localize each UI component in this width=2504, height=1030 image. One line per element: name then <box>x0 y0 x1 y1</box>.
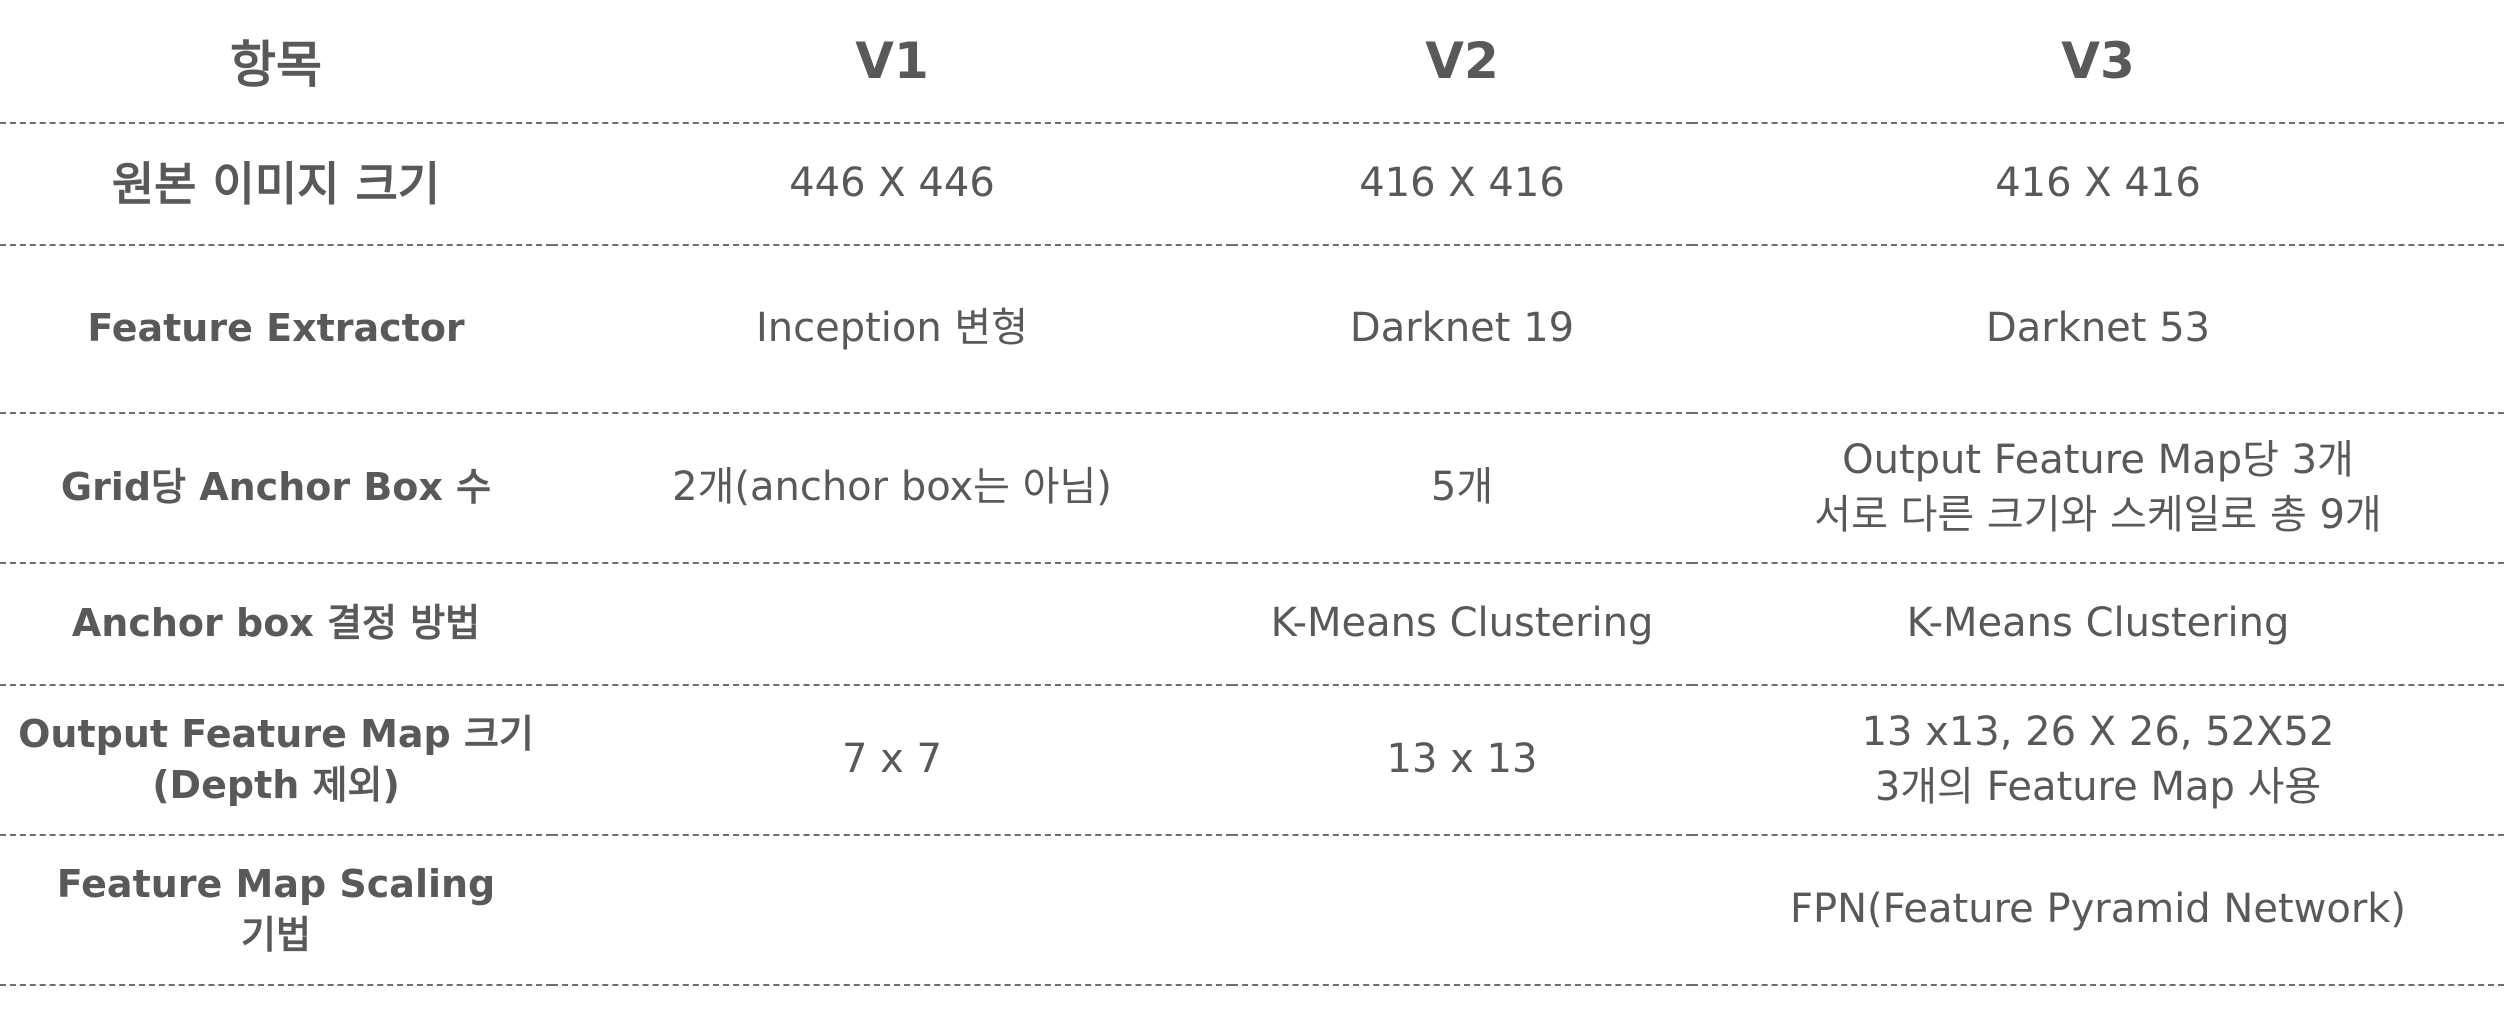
header-v2: V2 <box>1232 0 1692 124</box>
cell-v2: K-Means Clustering <box>1232 563 1692 686</box>
table-row: 원본 이미지 크기 446 X 446 416 X 416 416 X 416 <box>0 123 2504 246</box>
cell-v1: 7 x 7 <box>552 685 1232 836</box>
cell-v3: 416 X 416 <box>1692 123 2504 246</box>
row-label-output-map-size: Output Feature Map 크기 (Depth 제외) <box>0 685 552 836</box>
cell-v3: K-Means Clustering <box>1692 563 2504 686</box>
cell-v3: FPN(Feature Pyramid Network) <box>1692 835 2504 986</box>
header-item: 항목 <box>0 0 552 124</box>
table-row: Feature Extractor Inception 변형 Darknet 1… <box>0 245 2504 414</box>
table-row: Feature Map Scaling 기법 FPN(Feature Pyram… <box>0 835 2504 986</box>
cell-v1 <box>552 563 1232 686</box>
cell-v2: 13 x 13 <box>1232 685 1692 836</box>
cell-v3: 13 x13, 26 X 26, 52X52 3개의 Feature Map 사… <box>1692 685 2504 836</box>
header-v3: V3 <box>1692 0 2504 124</box>
table-row: Output Feature Map 크기 (Depth 제외) 7 x 7 1… <box>0 685 2504 836</box>
cell-v1: 446 X 446 <box>552 123 1232 246</box>
table-row: Anchor box 결정 방법 K-Means Clustering K-Me… <box>0 563 2504 686</box>
row-label-scaling-technique: Feature Map Scaling 기법 <box>0 835 552 986</box>
row-label-feature-extractor: Feature Extractor <box>0 245 552 414</box>
row-label-input-size: 원본 이미지 크기 <box>0 123 552 246</box>
cell-v1: Inception 변형 <box>552 245 1232 414</box>
cell-v1: 2개(anchor box는 아님) <box>552 413 1232 564</box>
cell-v2: Darknet 19 <box>1232 245 1692 414</box>
cell-v1 <box>552 835 1232 986</box>
cell-v2: 416 X 416 <box>1232 123 1692 246</box>
header-v1: V1 <box>552 0 1232 124</box>
yolo-version-comparison-table: 항목 V1 V2 V3 원본 이미지 크기 446 X 446 416 X 41… <box>0 0 2504 986</box>
table-row: Grid당 Anchor Box 수 2개(anchor box는 아님) 5개… <box>0 413 2504 564</box>
header-row: 항목 V1 V2 V3 <box>0 0 2504 124</box>
cell-v2 <box>1232 835 1692 986</box>
cell-v3: Darknet 53 <box>1692 245 2504 414</box>
cell-v3: Output Feature Map당 3개 서로 다른 크기와 스케일로 총 … <box>1692 413 2504 564</box>
row-label-anchor-box-count: Grid당 Anchor Box 수 <box>0 413 552 564</box>
row-label-anchor-method: Anchor box 결정 방법 <box>0 563 552 686</box>
cell-v2: 5개 <box>1232 413 1692 564</box>
